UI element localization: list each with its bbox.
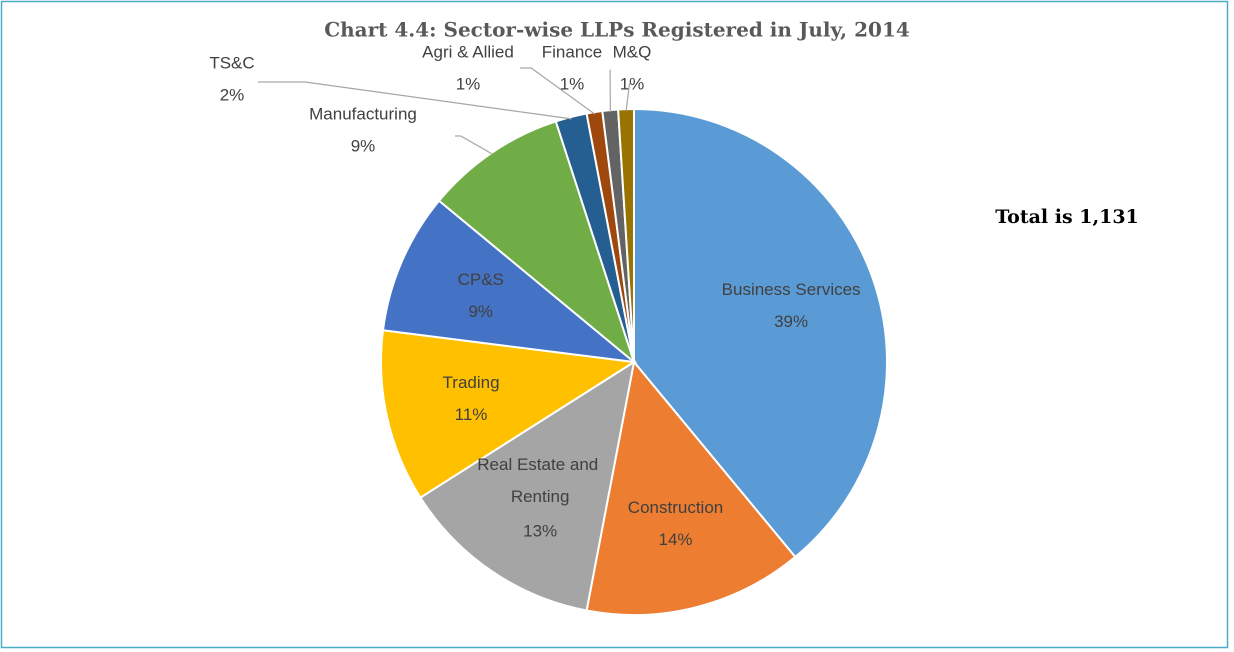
slice-label: Real Estate and Renting [477, 456, 603, 507]
slice-value-label: 13% [523, 522, 557, 541]
slice-value-label: 11% [455, 405, 488, 424]
slice-value-label: 9% [468, 302, 493, 321]
annotation: Total is 1,131 [995, 206, 1139, 228]
pie-slice [585, 359, 797, 616]
leader-line [455, 135, 494, 155]
pie-slice [381, 199, 638, 364]
pie-slice [380, 329, 637, 499]
slice-label: Manufacturing [309, 104, 417, 123]
slice-value-label: 14% [659, 530, 693, 549]
pie-slice [419, 359, 636, 612]
leader-line [625, 83, 631, 112]
slice-value-label: 1% [560, 74, 585, 93]
slice-label: TS&C [209, 53, 254, 72]
slice-value-label: 2% [220, 85, 245, 104]
pie-slice [633, 107, 888, 559]
slice-value-label: 39% [774, 312, 808, 331]
slice-value-label: 1% [620, 74, 645, 93]
slice-label: Business Services [722, 280, 861, 299]
chart-title: Chart 4.4: Sector-wise LLPs Registered i… [324, 18, 910, 42]
slice-value-label: 1% [456, 74, 481, 93]
slice-label: Finance [542, 42, 602, 61]
slice-label: Trading [443, 373, 500, 392]
pie-slice [437, 120, 637, 365]
slice-label: CP&S [458, 270, 504, 289]
slice-label: Agri & Allied [422, 42, 514, 61]
leader-line [258, 81, 572, 120]
slice-label: M&Q [613, 42, 652, 61]
slice-value-label: 9% [351, 136, 376, 155]
slice-label: Construction [628, 498, 723, 517]
leader-line [520, 67, 596, 115]
